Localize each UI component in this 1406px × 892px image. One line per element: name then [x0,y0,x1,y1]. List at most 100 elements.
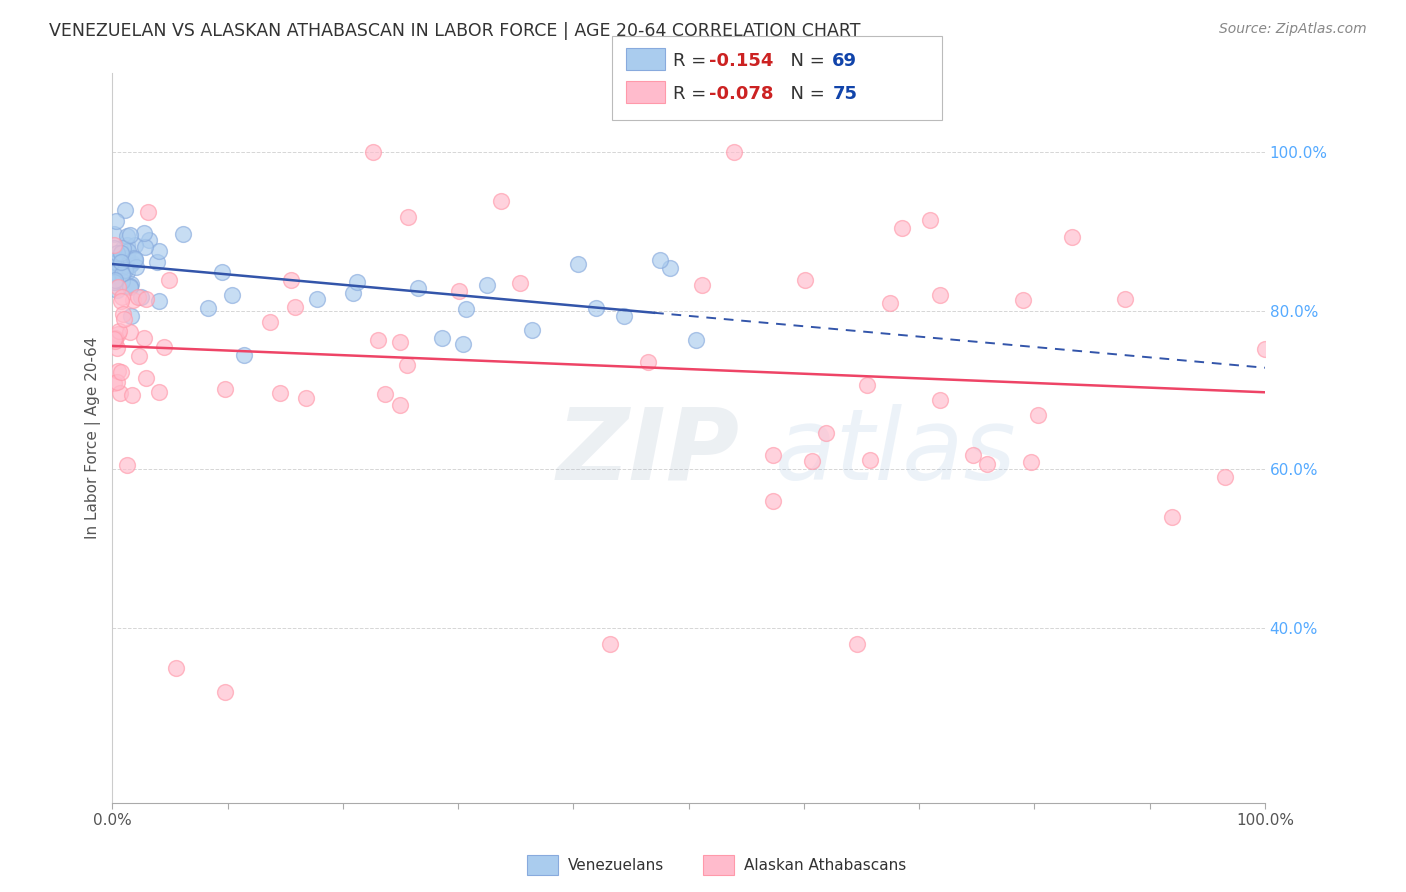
Point [148,293,170,308]
Point [637,355,659,369]
Point [153,340,176,354]
Point [104,273,127,287]
Point [112,312,135,326]
Text: N =: N = [779,85,831,103]
Point [135,371,157,385]
Point [454,301,477,316]
Point [104,334,127,349]
Point [197,301,219,316]
Point [891,221,914,235]
Point [124,253,146,268]
Point [858,453,880,467]
Point [211,265,233,279]
Point [107,326,129,341]
Point [148,384,170,399]
Text: atlas: atlas [775,404,1017,500]
Point [451,337,474,351]
Point [346,275,368,289]
Point [103,265,125,279]
Point [107,280,129,294]
Point [135,292,157,306]
Point [361,145,384,160]
Point [157,273,180,287]
Point [121,256,143,270]
Point [112,307,135,321]
Point [396,358,419,372]
Point [918,212,941,227]
Point [103,227,125,242]
Point [120,309,142,323]
Point [115,251,138,265]
Point [107,325,129,339]
Point [103,332,125,346]
Point [104,254,127,268]
Point [124,238,146,252]
Point [110,246,132,260]
Point [295,391,318,405]
Point [111,290,134,304]
Point [1114,292,1136,306]
Point [108,386,131,401]
Point [976,457,998,471]
Point [214,684,236,698]
Point [103,275,125,289]
Point [120,279,142,293]
Point [121,293,143,307]
Point [388,335,411,350]
Point [111,275,134,289]
Point [1019,455,1042,469]
Point [132,331,155,345]
Text: Venezuelans: Venezuelans [568,858,664,872]
Point [120,277,142,292]
Point [104,262,127,277]
Point [103,251,125,265]
Point [214,382,236,396]
Point [342,286,364,301]
Point [650,253,672,268]
Point [103,241,125,255]
Point [367,333,389,347]
Point [232,348,254,362]
Text: ZIP: ZIP [557,404,740,500]
Point [165,661,187,675]
Point [685,333,707,347]
Point [221,288,243,302]
Text: R =: R = [673,85,713,103]
Point [172,227,194,242]
Point [761,493,783,508]
Point [118,279,141,293]
Point [112,262,135,277]
Point [388,398,411,412]
Point [124,252,146,267]
Point [110,252,132,267]
Point [929,288,952,302]
Point [104,214,127,228]
Point [115,228,138,243]
Point [794,273,817,287]
Point [259,315,281,329]
Point [111,267,134,281]
Point [585,301,607,315]
Point [692,278,714,293]
Point [1026,408,1049,422]
Text: Source: ZipAtlas.com: Source: ZipAtlas.com [1219,22,1367,37]
Point [107,262,129,277]
Point [856,378,879,392]
Point [489,194,512,208]
Point [110,255,132,269]
Point [1012,293,1035,307]
Point [105,283,128,297]
Point [107,364,129,378]
Point [928,393,950,408]
Point [117,244,139,258]
Point [723,145,745,160]
Point [762,448,785,462]
Text: N =: N = [779,52,831,70]
Point [567,257,589,271]
Point [107,256,129,270]
Point [1161,510,1184,524]
Point [1213,469,1236,483]
Point [104,273,127,287]
Text: Alaskan Athabascans: Alaskan Athabascans [744,858,905,872]
Point [148,244,170,258]
